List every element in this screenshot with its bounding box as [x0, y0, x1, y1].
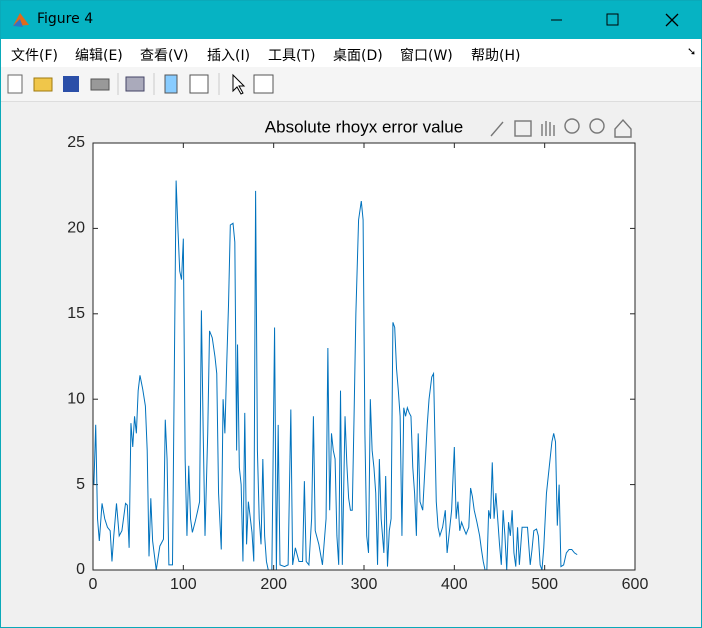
x-tick-label: 600 — [622, 576, 649, 593]
figure-canvas: Absolute rhoyx error value 0 100 200 300 400… — [67, 117, 649, 593]
chart-title: Absolute rhoyx error value — [265, 117, 463, 136]
window-title: Figure 4 — [37, 11, 94, 27]
print-icon[interactable] — [90, 78, 110, 91]
save-icon[interactable] — [63, 76, 79, 92]
menu-item[interactable]: 插入(I) — [207, 48, 251, 64]
menu-item[interactable]: 编辑(E) — [75, 48, 123, 64]
x-tick-label: 300 — [351, 576, 378, 593]
zoom-in-icon[interactable] — [564, 118, 580, 134]
menu-bar: 文件(F) 编辑(E) 查看(V) 插入(I) 工具(T) 桌面(D) 窗口(W… — [1, 39, 701, 67]
colorbar-icon[interactable] — [164, 74, 178, 94]
new-icon[interactable] — [7, 74, 23, 94]
y-tick-label: 5 — [76, 476, 85, 493]
x-tick-label: 0 — [89, 576, 98, 593]
data-line — [93, 180, 578, 571]
menu-item[interactable]: 帮助(H) — [471, 48, 521, 64]
menu-arrow[interactable]: ➘ — [687, 45, 697, 58]
pointer-icon[interactable] — [232, 73, 246, 95]
close[interactable] — [665, 13, 679, 27]
toolbar — [1, 67, 701, 102]
axes-box — [92, 142, 636, 571]
open-icon[interactable] — [33, 77, 53, 92]
app-icon — [13, 13, 29, 27]
legend-icon[interactable] — [189, 74, 209, 94]
title-bar: Figure 4 — [1, 1, 701, 39]
menu-item[interactable]: 窗口(W) — [400, 48, 453, 64]
brush-icon[interactable] — [490, 121, 504, 137]
x-tick-label: 500 — [531, 576, 558, 593]
axes-toolbar[interactable] — [490, 118, 632, 138]
x-tick-label: 200 — [260, 576, 287, 593]
menu-item[interactable]: 桌面(D) — [333, 48, 383, 64]
x-tick-label: 100 — [170, 576, 197, 593]
maximize[interactable] — [606, 13, 619, 26]
pan-icon[interactable] — [541, 121, 555, 136]
property-icon[interactable] — [253, 74, 274, 94]
y-tick-label: 0 — [76, 561, 85, 578]
datatip-icon[interactable] — [514, 120, 532, 137]
window-controls[interactable] — [551, 1, 701, 39]
toolbar-icons[interactable] — [1, 67, 301, 101]
y-tick-label: 25 — [67, 134, 85, 151]
x-tick-label: 400 — [441, 576, 468, 593]
home-icon[interactable] — [614, 118, 632, 138]
menu-item[interactable]: 工具(T) — [268, 48, 316, 64]
y-tick-label: 15 — [67, 305, 85, 322]
y-tick-label: 20 — [67, 220, 85, 237]
menu-item[interactable]: 文件(F) — [11, 48, 58, 64]
link-icon[interactable] — [125, 76, 145, 92]
menu-item[interactable]: 查看(V) — [140, 48, 189, 64]
y-tick-label: 10 — [67, 390, 85, 407]
zoom-out-icon[interactable] — [589, 118, 605, 134]
